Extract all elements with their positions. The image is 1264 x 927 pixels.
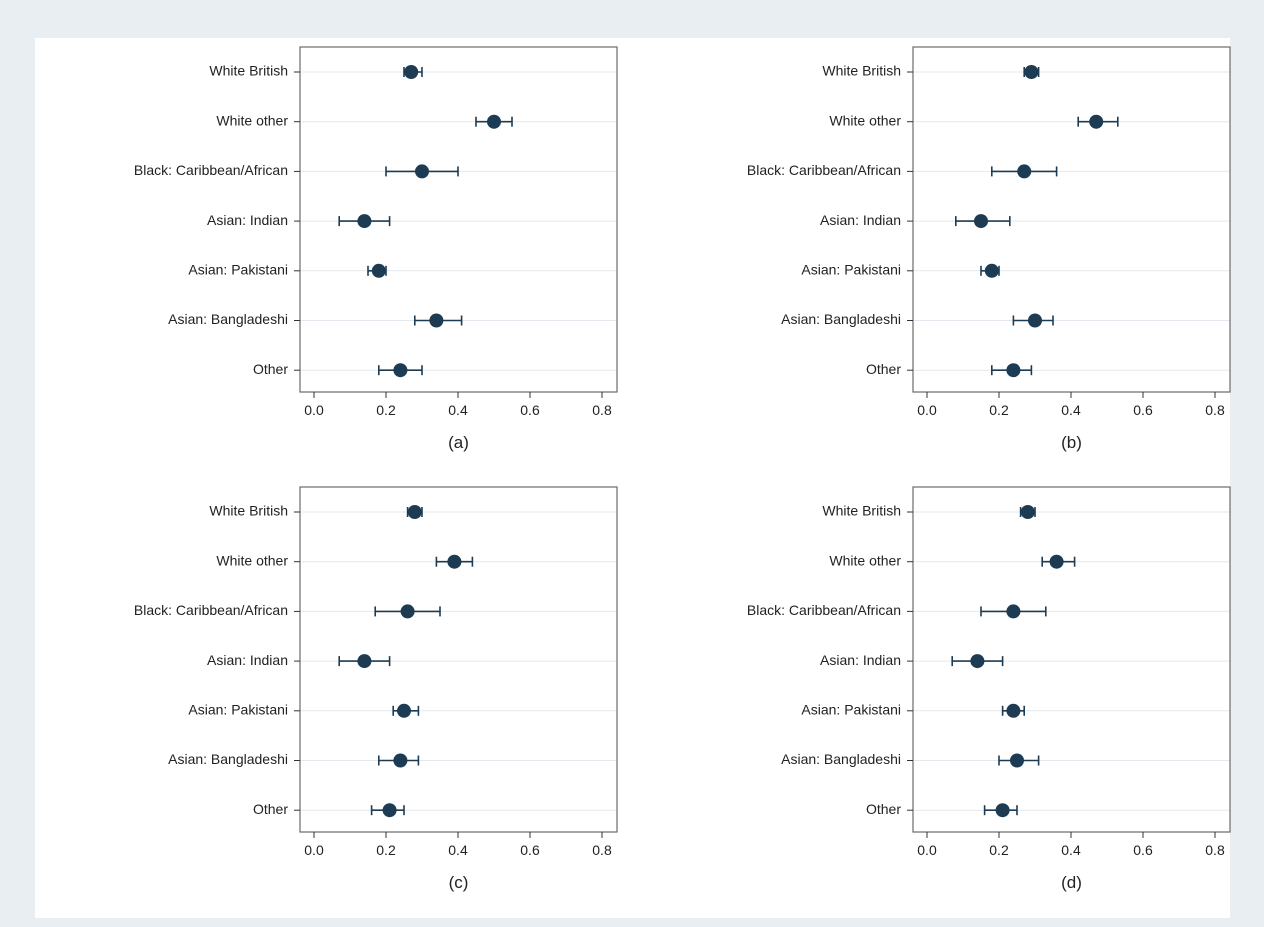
point-estimate [400,604,415,619]
x-tick-label: 0.8 [1205,402,1225,418]
point-estimate [1028,313,1042,328]
point-estimate [995,803,1010,818]
y-tick-label: Other [866,361,901,377]
x-tick-label: 0.6 [520,402,540,418]
y-tick-label: Asian: Indian [820,652,901,668]
point-estimate [407,505,422,519]
point-estimate [970,654,985,669]
point-estimate [1006,703,1021,718]
y-tick-label: Asian: Bangladeshi [781,311,901,327]
y-tick-label: Asian: Pakistani [801,262,901,278]
x-tick-label: 0.4 [1061,842,1081,858]
y-tick-label: Other [253,801,288,817]
x-tick-label: 0.2 [376,402,396,418]
x-tick-label: 0.8 [592,842,612,858]
point-estimate [397,703,411,718]
point-estimate [429,313,444,328]
point-estimate [974,214,988,229]
point-estimate [1010,753,1024,768]
point-estimate [1020,505,1035,519]
point-estimate [1006,363,1021,378]
plot-area [300,487,617,832]
point-estimate [393,363,408,378]
y-tick-label: Black: Caribbean/African [134,602,288,618]
y-tick-label: Asian: Indian [207,212,288,228]
x-tick-label: 0.8 [592,402,612,418]
y-tick-label: White British [822,63,901,79]
panel-caption: (d) [1061,873,1082,892]
x-tick-label: 0.6 [1133,842,1153,858]
y-tick-label: White other [216,552,288,568]
y-tick-label: Asian: Pakistani [188,702,288,718]
y-tick-label: Asian: Bangladeshi [168,751,288,767]
x-tick-label: 0.0 [304,402,324,418]
point-estimate [415,164,429,179]
x-tick-label: 0.2 [989,402,1009,418]
point-estimate [1049,554,1064,569]
y-tick-label: White British [209,63,288,79]
y-tick-label: White other [829,112,901,128]
x-tick-label: 0.6 [1133,402,1153,418]
x-tick-label: 0.0 [917,842,937,858]
y-tick-label: Asian: Pakistani [801,702,901,718]
x-tick-label: 0.6 [520,842,540,858]
y-tick-label: Asian: Indian [207,652,288,668]
y-tick-label: Asian: Indian [820,212,901,228]
panel-c: White British White other Black: Caribbean… [134,486,618,892]
point-estimate [393,753,408,768]
point-estimate [1089,114,1104,129]
point-estimate [487,114,501,129]
point-estimate [447,554,462,569]
point-estimate [1017,164,1032,179]
panel-caption: (c) [449,873,469,892]
y-tick-label: Black: Caribbean/African [747,602,901,618]
x-tick-label: 0.4 [448,402,468,418]
point-estimate [371,263,386,278]
x-tick-label: 0.8 [1205,842,1225,858]
x-tick-label: 0.2 [989,842,1009,858]
y-tick-label: Other [866,801,901,817]
point-estimate [404,65,419,79]
y-tick-label: White British [822,503,901,519]
y-tick-label: White other [829,552,901,568]
panel-a: White British White other Black: Caribbean… [134,46,618,452]
x-tick-label: 0.4 [448,842,468,858]
y-tick-label: Asian: Bangladeshi [781,751,901,767]
point-estimate [1006,604,1021,619]
plot-area [913,47,1230,392]
x-tick-label: 0.0 [917,402,937,418]
y-tick-label: Black: Caribbean/African [134,162,288,178]
panel-d: White British White other Black: Caribbean… [747,486,1231,892]
point-estimate [1024,65,1039,79]
panel-caption: (b) [1061,433,1082,452]
point-estimate [984,263,999,278]
y-tick-label: Asian: Bangladeshi [168,311,288,327]
panel-caption: (a) [448,433,469,452]
x-tick-label: 0.2 [376,842,396,858]
point-estimate [382,803,397,818]
x-tick-label: 0.4 [1061,402,1081,418]
x-tick-label: 0.0 [304,842,324,858]
y-tick-label: Asian: Pakistani [188,262,288,278]
panel-b: White British White other Black: Caribbean… [747,46,1231,452]
plot-area [300,47,617,392]
plot-area [913,487,1230,832]
y-tick-label: Other [253,361,288,377]
y-tick-label: White British [209,503,288,519]
y-tick-label: Black: Caribbean/African [747,162,901,178]
point-estimate [357,214,372,229]
point-estimate [357,654,372,669]
y-tick-label: White other [216,112,288,128]
